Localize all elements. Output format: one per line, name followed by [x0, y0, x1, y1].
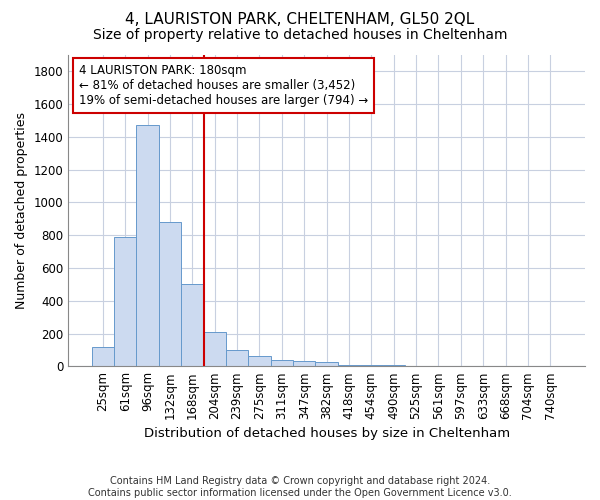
Bar [293, 362, 316, 366]
Bar [316, 362, 338, 366]
Text: Size of property relative to detached houses in Cheltenham: Size of property relative to detached ho… [93, 28, 507, 42]
Bar [92, 346, 114, 366]
Bar [159, 222, 181, 366]
Bar [181, 284, 203, 366]
Bar [338, 364, 360, 366]
Bar [271, 360, 293, 366]
Text: 4 LAURISTON PARK: 180sqm
← 81% of detached houses are smaller (3,452)
19% of sem: 4 LAURISTON PARK: 180sqm ← 81% of detach… [79, 64, 368, 108]
Bar [136, 126, 159, 366]
Bar [226, 350, 248, 366]
Text: Contains HM Land Registry data © Crown copyright and database right 2024.
Contai: Contains HM Land Registry data © Crown c… [88, 476, 512, 498]
Bar [114, 237, 136, 366]
X-axis label: Distribution of detached houses by size in Cheltenham: Distribution of detached houses by size … [143, 427, 509, 440]
Y-axis label: Number of detached properties: Number of detached properties [15, 112, 28, 309]
Text: 4, LAURISTON PARK, CHELTENHAM, GL50 2QL: 4, LAURISTON PARK, CHELTENHAM, GL50 2QL [125, 12, 475, 28]
Bar [248, 356, 271, 366]
Bar [203, 332, 226, 366]
